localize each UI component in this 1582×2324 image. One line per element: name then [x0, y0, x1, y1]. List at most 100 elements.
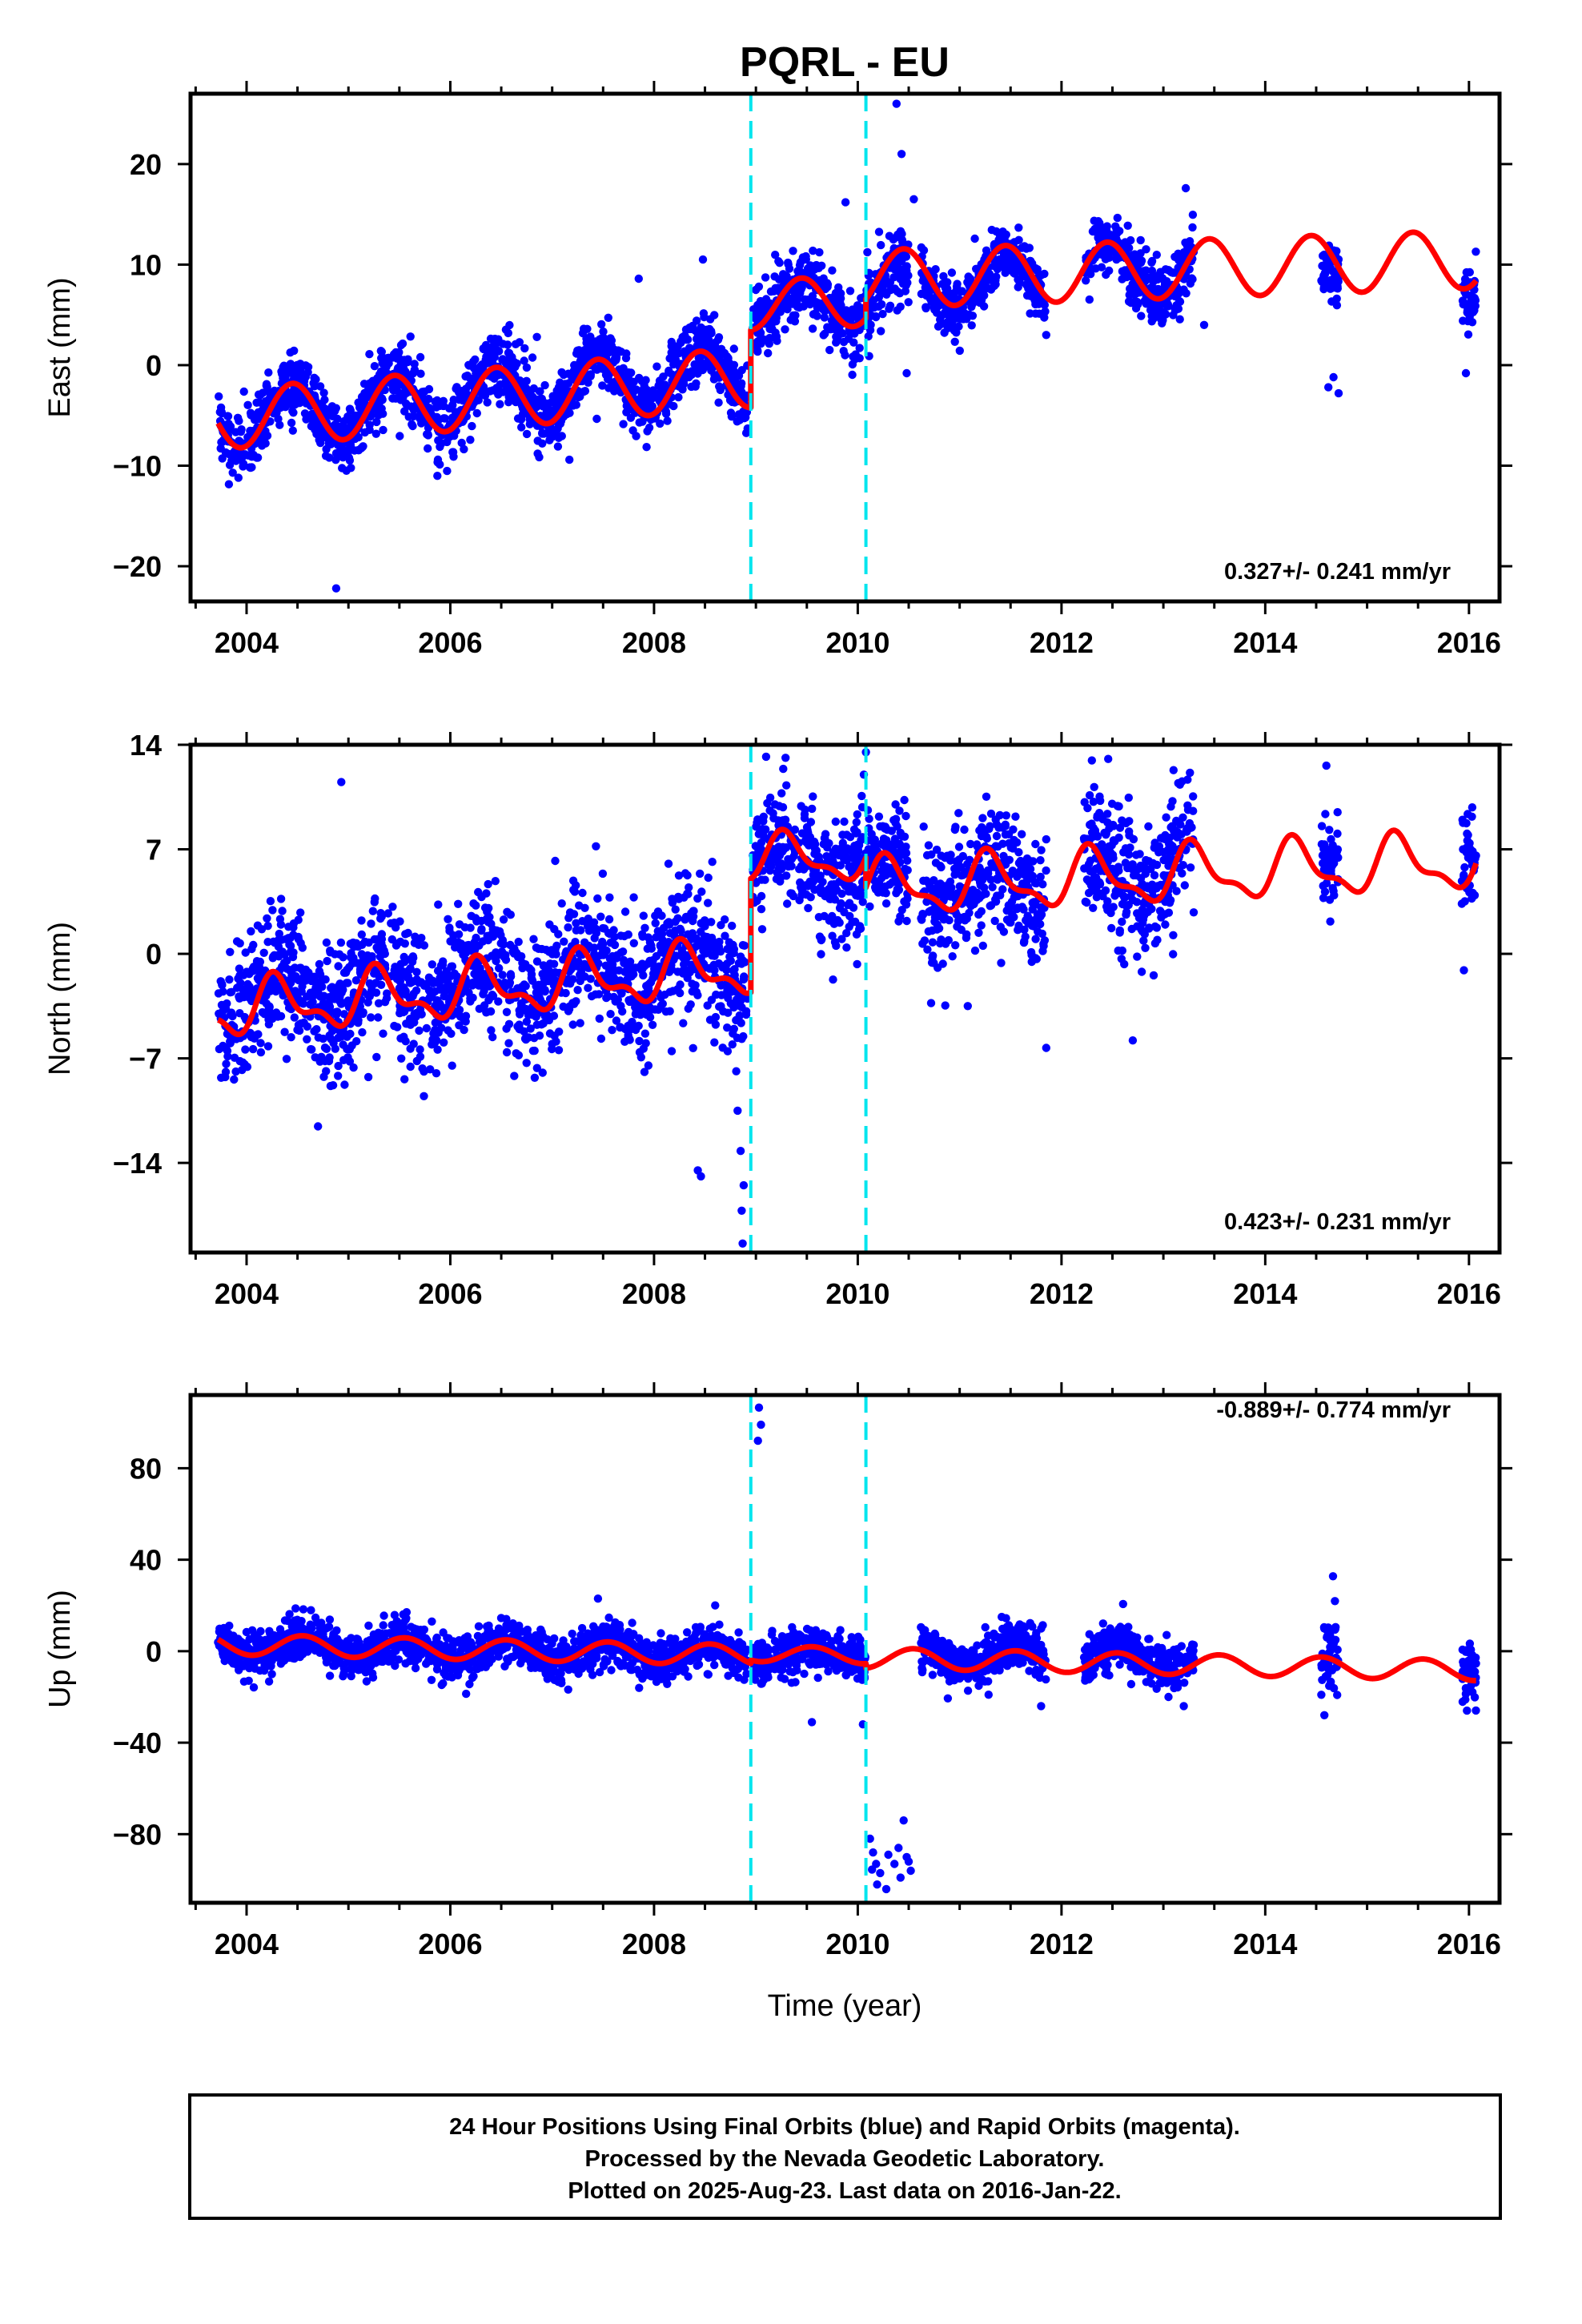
north-data-point	[363, 1072, 373, 1082]
east-data-point	[613, 346, 623, 355]
north-data-point	[226, 947, 235, 957]
east-x-tick-label: 2010	[825, 626, 889, 659]
east-data-point	[592, 344, 602, 354]
east-data-point	[395, 353, 404, 363]
north-data-point	[835, 903, 845, 913]
east-data-point	[1147, 256, 1157, 266]
north-data-point	[629, 893, 638, 902]
north-data-point	[723, 1047, 733, 1055]
east-data-point	[321, 452, 331, 460]
east-data-point	[334, 449, 343, 459]
east-data-point	[345, 415, 354, 424]
east-data-point	[596, 338, 604, 348]
north-data-point	[842, 943, 851, 952]
north-data-point	[320, 1056, 330, 1066]
north-data-point	[334, 962, 343, 971]
east-outlier-point	[234, 473, 243, 482]
east-data-point	[936, 320, 945, 329]
north-data-point	[460, 1025, 468, 1035]
north-data-point	[502, 1007, 512, 1017]
north-data-point	[494, 997, 503, 1006]
east-data-point	[517, 423, 526, 432]
north-data-point	[282, 1055, 291, 1063]
north-data-point	[576, 1019, 584, 1027]
east-data-point	[938, 279, 947, 288]
north-data-point	[638, 932, 647, 941]
north-data-point	[228, 1011, 237, 1021]
east-data-point	[229, 456, 238, 464]
north-data-point	[367, 987, 376, 995]
north-data-point	[732, 1067, 741, 1076]
east-data-point	[396, 432, 404, 440]
east-data-point	[761, 295, 771, 304]
north-data-point	[1018, 830, 1026, 838]
north-data-point	[329, 1039, 338, 1047]
north-data-point	[340, 1080, 349, 1089]
east-data-point	[604, 384, 613, 392]
north-data-point	[686, 1000, 695, 1009]
north-data-point	[569, 886, 578, 895]
east-data-point	[274, 414, 283, 424]
east-data-point	[504, 328, 512, 338]
east-data-point	[809, 310, 818, 319]
north-data-point	[738, 941, 748, 950]
east-data-point	[801, 251, 810, 261]
north-data-point	[691, 981, 700, 990]
east-frame	[188, 91, 1502, 604]
north-data-point	[549, 1011, 559, 1020]
east-data-point	[846, 329, 855, 338]
east-data-point	[287, 363, 296, 372]
east-data-point	[681, 331, 689, 340]
east-x-tick-label: 2008	[622, 626, 686, 659]
north-data-point	[486, 1007, 496, 1016]
east-data-point	[781, 325, 789, 334]
north-data-point	[658, 999, 667, 1008]
east-data-point	[565, 455, 574, 464]
north-data-point	[400, 939, 409, 948]
north-data-point	[620, 907, 630, 916]
east-data-point	[235, 437, 243, 446]
north-data-point	[474, 887, 483, 897]
north-data-point	[504, 1039, 513, 1047]
east-data-point	[867, 311, 876, 320]
east-outlier-point	[342, 466, 351, 475]
east-data-point	[541, 399, 550, 408]
east-data-point	[597, 320, 606, 329]
north-data-point	[882, 836, 891, 845]
north-data-point	[645, 1013, 655, 1022]
east-y-tick-label: 20	[130, 148, 162, 181]
east-data-point	[790, 317, 800, 326]
north-data-point	[739, 975, 749, 984]
north-data-point	[817, 935, 826, 943]
east-data-point	[496, 400, 504, 408]
east-data-point	[423, 430, 432, 439]
east-data-point	[947, 268, 957, 277]
east-data-point	[520, 344, 529, 353]
east-data-point	[998, 262, 1007, 271]
east-data-point	[505, 384, 514, 393]
east-data-point	[761, 273, 770, 282]
north-data-point	[343, 1053, 352, 1062]
east-data-point	[986, 285, 996, 294]
east-outlier-point	[902, 368, 911, 378]
east-data-point	[648, 388, 658, 396]
north-data-point	[522, 1059, 531, 1068]
east-data-point	[379, 425, 387, 435]
north-data-point	[502, 1047, 512, 1057]
east-data-point	[698, 336, 707, 345]
north-data-point	[900, 897, 909, 906]
north-data-point	[757, 891, 766, 901]
east-data-point	[711, 372, 720, 380]
east-data-point	[644, 399, 654, 408]
north-data-point	[319, 1072, 328, 1081]
east-data-point	[224, 480, 234, 489]
east-data-point	[331, 404, 340, 412]
north-data-point	[488, 1032, 497, 1042]
east-data-point	[1332, 280, 1341, 289]
east-data-point	[574, 392, 584, 401]
north-data-point	[376, 914, 385, 923]
east-outlier-point	[909, 195, 918, 203]
north-data-point	[544, 947, 553, 956]
north-data-point	[877, 874, 886, 883]
east-data-point	[243, 400, 252, 409]
